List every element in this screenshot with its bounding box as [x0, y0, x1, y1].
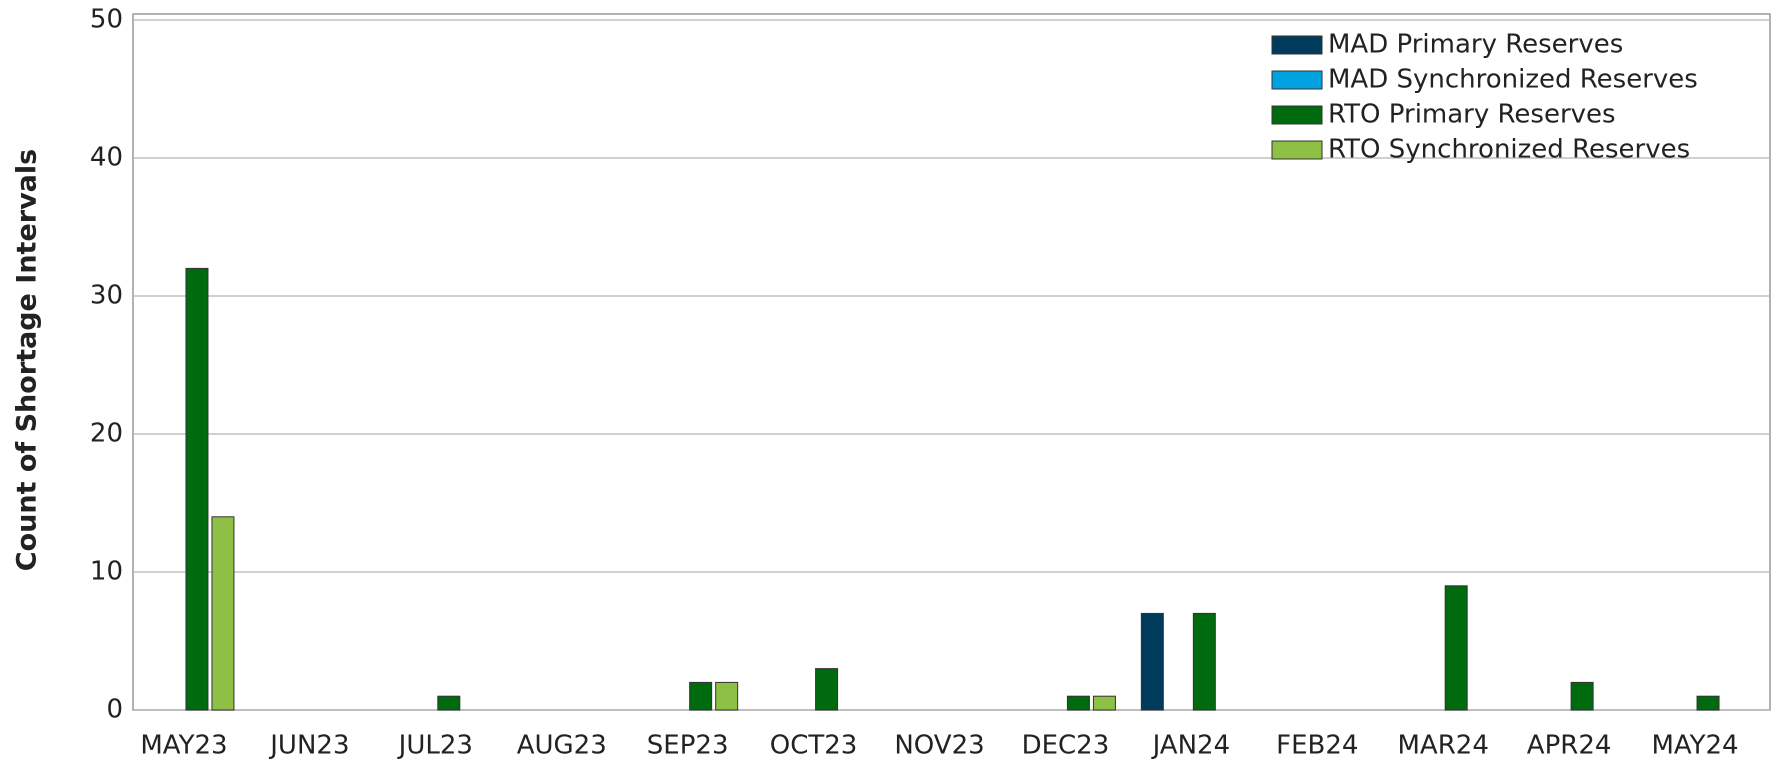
- legend-swatch: [1271, 105, 1323, 125]
- y-tick-label: 0: [106, 695, 123, 725]
- bar: [1092, 695, 1116, 711]
- x-tick-label: MAR24: [1398, 731, 1489, 761]
- x-tick-label: DEC23: [1022, 731, 1110, 761]
- legend-label: MAD Primary Reserves: [1328, 30, 1623, 60]
- bar: [715, 681, 739, 711]
- legend-swatch: [1271, 70, 1323, 90]
- y-tick-label: 10: [90, 557, 123, 587]
- x-tick-label: JUL23: [397, 731, 473, 761]
- bar: [1696, 695, 1720, 711]
- x-tick-label: AUG23: [517, 731, 607, 761]
- x-tick-label: JAN24: [1151, 731, 1231, 761]
- bar: [185, 267, 209, 711]
- x-tick-label: OCT23: [770, 731, 858, 761]
- bar: [1140, 612, 1164, 711]
- x-tick-label: MAY24: [1651, 731, 1738, 761]
- bar: [437, 695, 461, 711]
- x-tick-label: SEP23: [647, 731, 729, 761]
- x-tick-label: MAY23: [140, 731, 227, 761]
- y-tick-label: 20: [90, 419, 123, 449]
- x-tick-label: FEB24: [1276, 731, 1358, 761]
- legend-swatch: [1271, 35, 1323, 55]
- y-tick-label: 30: [90, 281, 123, 311]
- bar: [1570, 681, 1594, 711]
- y-tick-label: 50: [90, 5, 123, 35]
- bar: [1192, 612, 1216, 711]
- legend-label: MAD Synchronized Reserves: [1328, 65, 1698, 95]
- y-tick-label: 40: [90, 143, 123, 173]
- y-axis-label: Count of Shortage Intervals: [12, 149, 43, 571]
- bar: [1444, 585, 1468, 711]
- bar: [815, 668, 839, 711]
- legend-label: RTO Primary Reserves: [1328, 100, 1616, 130]
- bar: [689, 681, 713, 711]
- bar: [1066, 695, 1090, 711]
- legend-swatch: [1271, 140, 1323, 160]
- x-tick-label: NOV23: [894, 731, 984, 761]
- bar: [211, 516, 235, 711]
- x-tick-label: APR24: [1527, 731, 1612, 761]
- x-tick-label: JUN23: [268, 731, 349, 761]
- legend-label: RTO Synchronized Reserves: [1328, 135, 1690, 165]
